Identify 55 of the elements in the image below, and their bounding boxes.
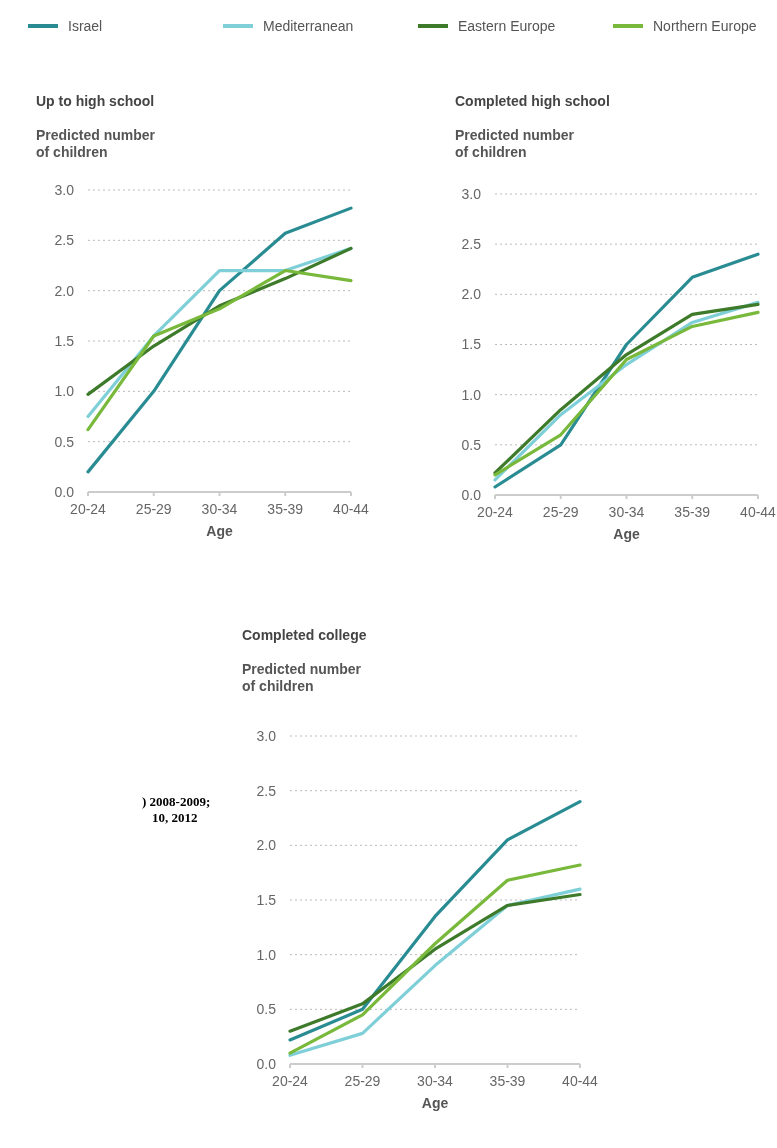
x-tick-label: 25-29 xyxy=(135,501,172,517)
legend-label: Mediterranean xyxy=(263,17,354,34)
legend-label: Northern Europe xyxy=(653,17,757,34)
x-tick-label: 30-34 xyxy=(201,501,238,517)
y-tick-label: 0.0 xyxy=(256,1055,277,1072)
y-tick-label: 0.5 xyxy=(256,1001,277,1018)
line-series xyxy=(288,800,582,1042)
y-axis-title: Predicted number of children xyxy=(455,127,575,160)
y-tick-label: 1.5 xyxy=(54,332,75,349)
y-tick-label: 1.5 xyxy=(256,891,277,908)
text: ) 2008-2009; xyxy=(142,794,211,809)
y-tick-label: 1.5 xyxy=(461,336,482,353)
y-axis-title: Predicted number of children xyxy=(242,661,362,694)
x-tick-label: 35-39 xyxy=(489,1073,526,1089)
x-axis-title: Age xyxy=(206,523,233,539)
y-tick-label: 0.5 xyxy=(461,436,482,453)
y-tick-label: 1.0 xyxy=(54,383,75,400)
x-tick-label: 25-29 xyxy=(344,1073,381,1089)
y-tick-label: 3.0 xyxy=(461,185,482,202)
x-tick-label: 40-44 xyxy=(562,1073,599,1089)
x-tick-label: 40-44 xyxy=(740,504,777,520)
x-tick-label: 20-24 xyxy=(70,501,107,517)
chart-title: Completed high school xyxy=(455,93,610,109)
y-tick-label: 0.0 xyxy=(54,483,75,500)
x-tick-label: 20-24 xyxy=(477,504,514,520)
y-tick-label: 2.5 xyxy=(256,782,277,799)
y-tick-label: 1.0 xyxy=(256,946,277,963)
x-axis-title: Age xyxy=(421,1095,449,1111)
y-tick-label: 1.0 xyxy=(461,386,482,403)
text: 10, 2012 xyxy=(152,810,198,825)
y-tick-label: 2.0 xyxy=(256,837,277,854)
line-series xyxy=(86,268,353,432)
x-tick-label: 25-29 xyxy=(542,504,579,520)
x-tick-label: 40-44 xyxy=(333,501,370,517)
legend-label: Israel xyxy=(68,17,103,34)
legend-label: Eastern Europe xyxy=(458,17,556,34)
x-tick-label: 30-34 xyxy=(608,504,645,520)
chart-title: Up to high school xyxy=(36,93,155,109)
x-tick-label: 35-39 xyxy=(674,504,711,520)
y-tick-label: 2.0 xyxy=(54,282,75,299)
x-tick-label: 20-24 xyxy=(272,1073,309,1089)
line-series xyxy=(288,892,582,1033)
y-tick-label: 2.0 xyxy=(461,286,482,303)
line-series xyxy=(86,206,353,474)
chart-title: Completed college xyxy=(242,627,367,643)
y-tick-label: 0.0 xyxy=(461,486,482,503)
x-tick-label: 35-39 xyxy=(267,501,304,517)
x-tick-label: 30-34 xyxy=(417,1073,454,1089)
y-tick-label: 3.0 xyxy=(256,727,277,744)
x-axis-title: Age xyxy=(613,526,640,542)
y-tick-label: 2.5 xyxy=(54,232,75,249)
y-axis-title: Predicted number of children xyxy=(36,127,156,160)
y-tick-label: 2.5 xyxy=(461,236,482,253)
y-tick-label: 3.0 xyxy=(54,181,75,198)
y-tick-label: 0.5 xyxy=(54,433,75,450)
